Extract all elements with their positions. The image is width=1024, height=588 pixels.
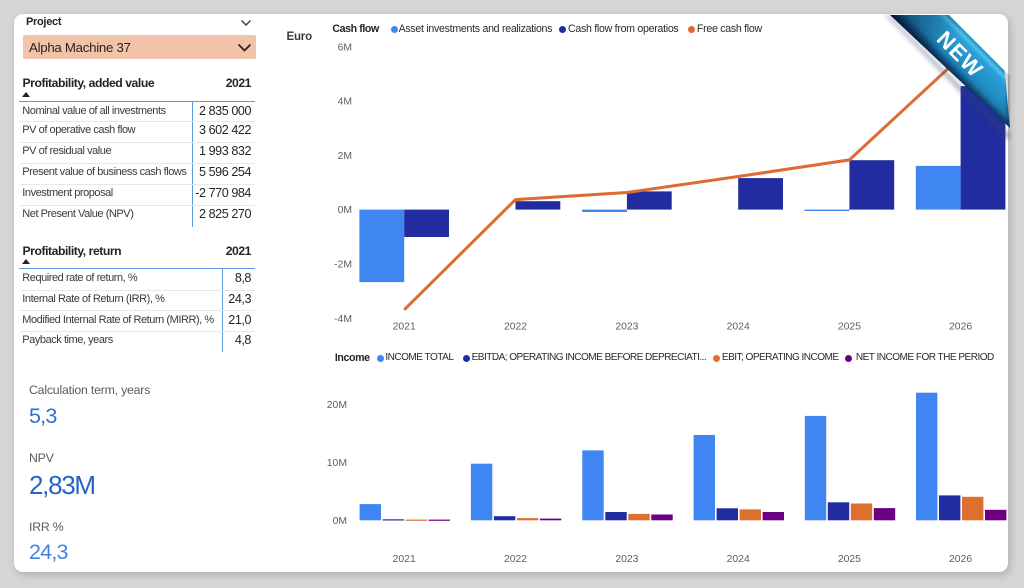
svg-text:0M: 0M <box>333 516 347 527</box>
svg-text:2025: 2025 <box>838 322 861 333</box>
svg-text:2024: 2024 <box>727 554 750 565</box>
svg-text:2023: 2023 <box>615 322 638 333</box>
svg-text:4M: 4M <box>338 97 352 108</box>
svg-text:6M: 6M <box>338 42 352 53</box>
svg-text:2023: 2023 <box>615 554 638 565</box>
svg-text:20M: 20M <box>327 400 347 411</box>
svg-text:2026: 2026 <box>949 554 972 565</box>
svg-text:2026: 2026 <box>949 322 972 333</box>
svg-text:2M: 2M <box>338 151 352 162</box>
svg-text:2024: 2024 <box>727 322 750 333</box>
svg-text:2021: 2021 <box>393 554 416 565</box>
svg-text:-2M: -2M <box>334 260 352 271</box>
svg-text:2021: 2021 <box>393 322 416 333</box>
svg-text:10M: 10M <box>327 458 347 469</box>
svg-text:0M: 0M <box>338 205 352 216</box>
svg-text:2022: 2022 <box>504 322 527 333</box>
svg-text:2022: 2022 <box>504 554 527 565</box>
svg-text:-4M: -4M <box>334 314 352 325</box>
svg-text:2025: 2025 <box>838 554 861 565</box>
